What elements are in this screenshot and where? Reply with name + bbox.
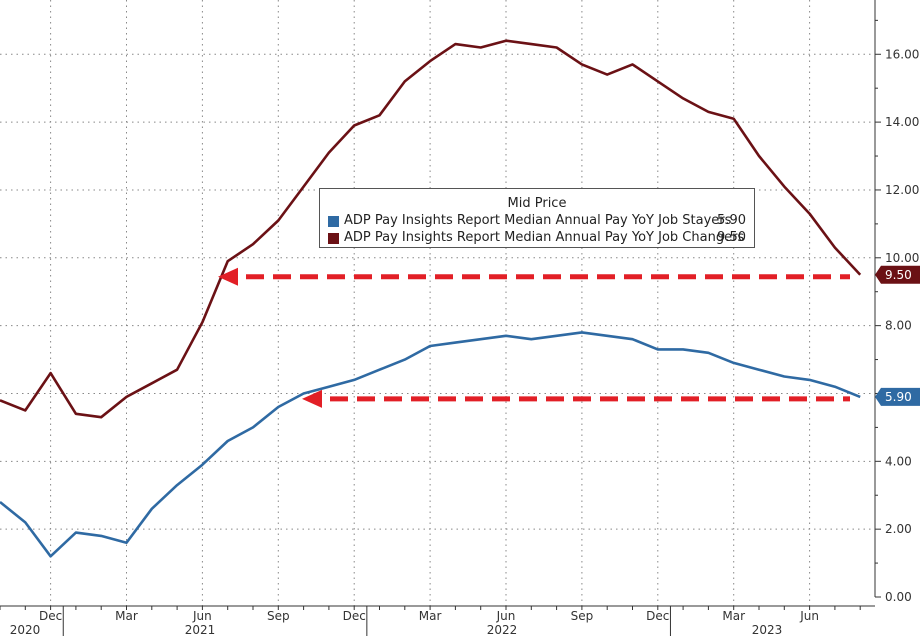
arrow-job-stayers-head [302,389,322,408]
x-month-label: Dec [646,609,669,623]
badge-job-changers-label: 9.50 [885,268,912,282]
legend-label-changers: ADP Pay Insights Report Median Annual Pa… [344,230,745,245]
x-axis: Dec Mar Jun Sep Dec Mar Jun Sep Dec Mar Jun 2020 202… [0,605,875,636]
legend-header: Mid Price [507,196,567,211]
x-month-label: Jun [799,609,819,623]
x-month-label: Mar [419,609,442,623]
badge-job-changers [875,265,920,284]
legend-label-stayers: ADP Pay Insights Report Median Annual Pa… [344,213,732,228]
y-tick-label: 2.00 [885,522,912,536]
x-year-label: 2022 [487,623,518,636]
badge-job-stayers [875,387,920,406]
arrows [218,267,850,408]
legend-swatch-changers [328,233,339,244]
y-tick-label: 8.00 [885,319,912,333]
legend: Mid Price ADP Pay Insights Report Median… [319,188,755,248]
x-month-label: Mar [115,609,138,623]
legend-swatch-stayers [328,216,339,227]
legend-item-stayers: ADP Pay Insights Report Median Annual Pa… [328,213,746,230]
x-month-label: Jun [496,609,516,623]
x-year-label: 2021 [185,623,216,636]
x-year-label: 2023 [752,623,783,636]
y-tick-label: 14.00 [885,115,919,129]
series-line-job-changers [0,39,862,419]
series [0,39,862,558]
y-tick-label: 12.00 [885,183,919,197]
y-tick-label: 4.00 [885,454,912,468]
x-month-label: Jun [192,609,212,623]
legend-value-changers: 9.50 [717,230,746,245]
x-month-label: Sep [267,609,290,623]
y-tick-label: 0.00 [885,590,912,604]
legend-value-stayers: 5.90 [717,213,746,228]
series-line-job-stayers [0,331,861,558]
y-tick-label: 16.00 [885,47,919,61]
legend-item-changers: ADP Pay Insights Report Median Annual Pa… [328,230,746,247]
x-month-label: Sep [571,609,594,623]
x-month-label: Dec [343,609,366,623]
x-month-label: Mar [722,609,745,623]
last-value-badges: 5.90 9.50 [875,265,920,406]
y-tick-label: 10.00 [885,251,919,265]
arrow-job-changers-head [218,267,238,286]
x-month-label: Dec [39,609,62,623]
x-year-label: 2020 [10,623,41,636]
grid [0,0,875,606]
badge-job-stayers-label: 5.90 [885,390,912,404]
